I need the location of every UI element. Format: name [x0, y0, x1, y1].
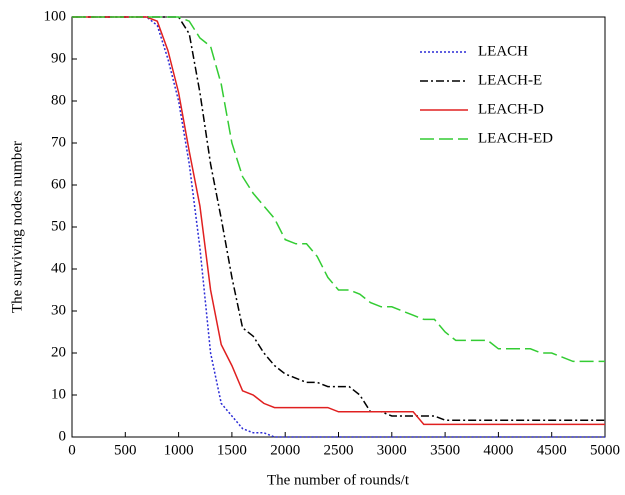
y-tick-label: 80 [51, 92, 66, 108]
x-tick-label: 3000 [377, 442, 407, 458]
y-tick-label: 0 [59, 428, 67, 444]
legend-label: LEACH-ED [478, 130, 553, 146]
y-tick-label: 50 [51, 218, 66, 234]
legend-label: LEACH-E [478, 72, 542, 88]
x-tick-label: 2000 [270, 442, 300, 458]
legend-label: LEACH-D [478, 101, 544, 117]
x-tick-label: 1000 [164, 442, 194, 458]
x-tick-label: 2500 [324, 442, 354, 458]
x-tick-label: 4500 [537, 442, 567, 458]
x-axis-label: The number of rounds/t [267, 472, 410, 488]
x-tick-label: 1500 [217, 442, 247, 458]
x-tick-label: 3500 [430, 442, 460, 458]
series-line [72, 16, 605, 426]
series-line [72, 16, 605, 438]
series-line [72, 16, 605, 363]
y-tick-label: 20 [51, 344, 66, 360]
x-tick-label: 4000 [483, 442, 513, 458]
y-tick-label: 90 [51, 50, 66, 66]
y-tick-label: 60 [51, 176, 66, 192]
legend-label: LEACH [478, 43, 528, 59]
y-tick-label: 100 [44, 8, 67, 24]
y-axis-label: The surviving nodes number [9, 141, 25, 313]
x-tick-label: 500 [114, 442, 137, 458]
y-tick-label: 30 [51, 302, 66, 318]
x-tick-label: 0 [68, 442, 76, 458]
y-tick-label: 70 [51, 134, 66, 150]
x-tick-label: 5000 [590, 442, 620, 458]
y-tick-label: 10 [51, 386, 66, 402]
series-line [72, 16, 605, 421]
y-tick-label: 40 [51, 260, 66, 276]
